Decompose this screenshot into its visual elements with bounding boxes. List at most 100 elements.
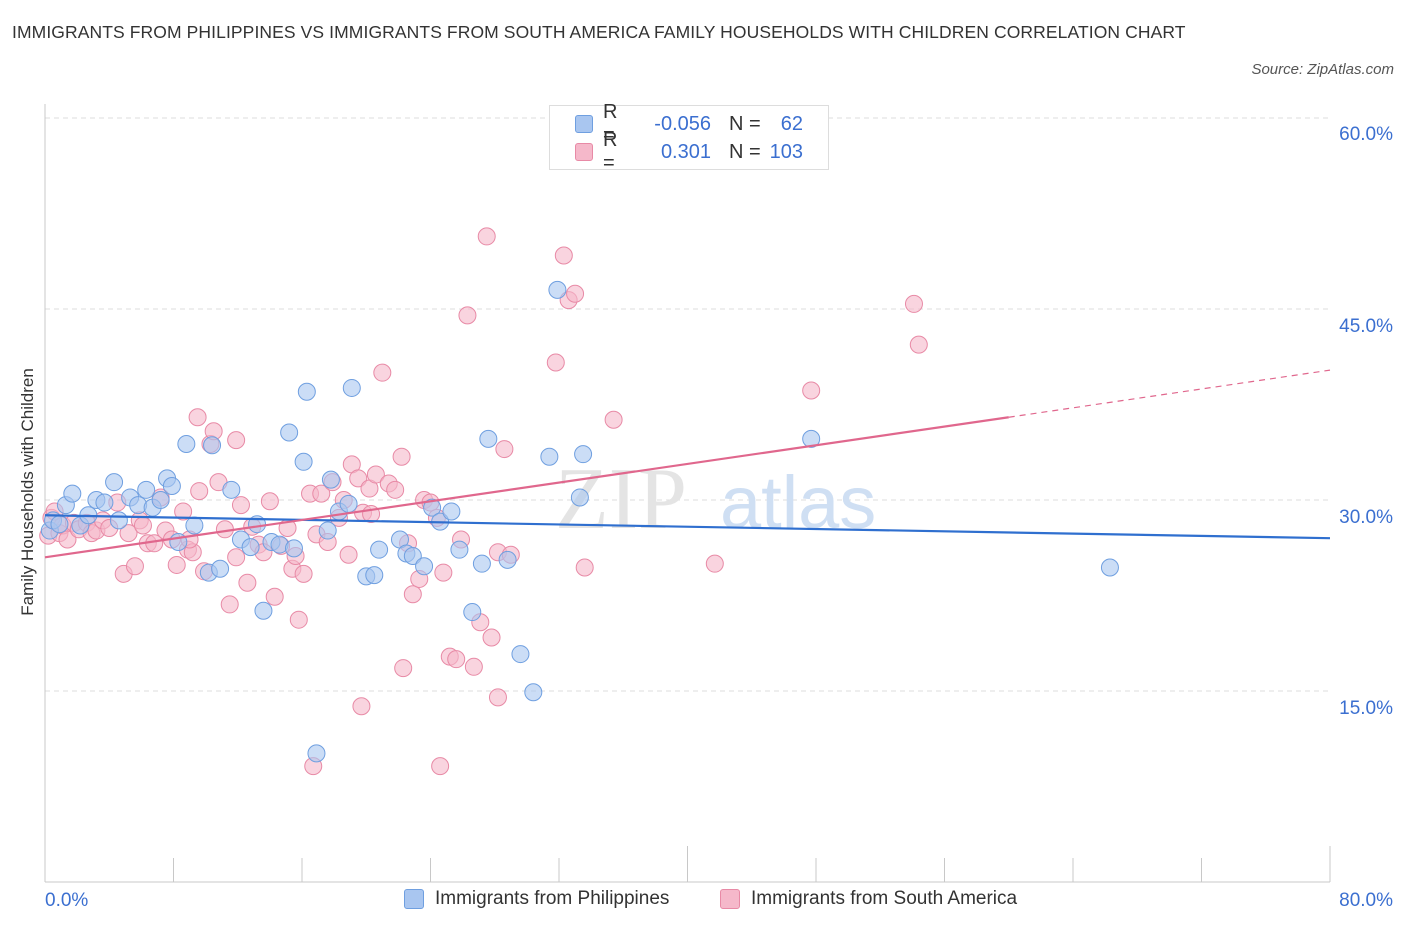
point-philippines — [415, 557, 434, 576]
point-philippines — [548, 280, 567, 299]
point-south-america — [119, 524, 138, 543]
y-tick-30: 30.0% — [1339, 507, 1393, 528]
legend-r-value: 0.301 — [660, 140, 711, 163]
point-philippines — [479, 429, 498, 448]
trend-line-south-america — [44, 416, 1009, 559]
legend-r-label: R = — [603, 101, 618, 146]
point-philippines — [294, 452, 313, 471]
point-south-america — [312, 484, 331, 503]
point-philippines — [511, 645, 530, 664]
source-label: Source: ZipAtlas.com — [1251, 61, 1394, 78]
bottom-legend-swatch-philippines — [404, 889, 424, 909]
point-philippines — [472, 554, 491, 573]
point-south-america — [477, 227, 496, 246]
trend-line-philippines — [44, 514, 1331, 540]
point-south-america — [392, 447, 411, 466]
legend-n-label: N = — [729, 112, 761, 135]
point-philippines — [318, 521, 337, 540]
point-philippines — [442, 502, 461, 521]
point-philippines — [450, 540, 469, 559]
y-tick-60: 60.0% — [1339, 124, 1393, 145]
point-south-america — [464, 657, 483, 676]
point-philippines — [365, 566, 384, 585]
point-philippines — [339, 494, 358, 513]
point-south-america — [434, 563, 453, 582]
point-south-america — [447, 650, 466, 669]
point-philippines — [423, 498, 442, 517]
watermark-atlas: atlas — [720, 461, 876, 544]
legend-n-value: 62 — [780, 112, 803, 135]
point-philippines — [185, 516, 204, 535]
point-south-america — [488, 688, 507, 707]
point-south-america — [289, 610, 308, 629]
point-philippines — [177, 434, 196, 453]
bottom-legend-swatch-south-america — [720, 889, 740, 909]
point-south-america — [133, 516, 152, 535]
point-south-america — [265, 587, 284, 606]
point-philippines — [222, 480, 241, 499]
point-philippines — [342, 378, 361, 397]
point-south-america — [495, 440, 514, 459]
point-south-america — [227, 431, 246, 450]
point-philippines — [50, 515, 69, 534]
point-philippines — [241, 538, 260, 557]
point-south-america — [366, 465, 385, 484]
y-tick-15: 15.0% — [1339, 698, 1393, 719]
point-south-america — [349, 469, 368, 488]
legend-n-value: 103 — [769, 140, 803, 163]
point-south-america — [554, 246, 573, 265]
point-south-america — [604, 410, 623, 429]
legend-row-south-america: R = 0.301 N = 103 — [575, 129, 803, 174]
y-tick-45: 45.0% — [1339, 316, 1393, 337]
point-philippines — [540, 447, 559, 466]
point-philippines — [203, 436, 222, 455]
point-south-america — [190, 482, 209, 501]
point-south-america — [904, 294, 923, 313]
x-tick-max: 80.0% — [1339, 890, 1393, 911]
point-south-america — [174, 502, 193, 521]
point-philippines — [63, 484, 82, 503]
trend-line-south-america-extension — [1008, 369, 1331, 418]
point-south-america — [802, 381, 821, 400]
point-philippines — [370, 540, 389, 559]
point-philippines — [137, 480, 156, 499]
point-south-america — [575, 558, 594, 577]
legend-r-value: -0.056 — [654, 112, 711, 135]
point-philippines — [1100, 558, 1119, 577]
point-philippines — [463, 603, 482, 622]
bottom-legend-label-philippines: Immigrants from Philippines — [435, 888, 670, 909]
point-philippines — [574, 445, 593, 464]
point-philippines — [151, 491, 170, 509]
point-philippines — [95, 493, 114, 512]
point-south-america — [705, 554, 724, 573]
point-south-america — [458, 306, 477, 325]
point-philippines — [524, 683, 543, 702]
point-philippines — [284, 539, 303, 558]
point-philippines — [297, 382, 316, 401]
x-tick-min: 0.0% — [45, 890, 89, 911]
legend-row-philippines: R = -0.056 N = 62 — [575, 101, 803, 146]
trend-lines — [44, 369, 1331, 559]
point-south-america — [167, 555, 186, 574]
point-south-america — [909, 335, 928, 354]
point-south-america — [373, 363, 392, 382]
bottom-legend-south-america: Immigrants from South America — [720, 888, 1017, 910]
point-south-america — [339, 545, 358, 564]
point-philippines — [254, 601, 273, 620]
point-philippines — [109, 511, 128, 530]
point-philippines — [211, 559, 230, 578]
point-south-america — [566, 284, 585, 303]
bottom-legend-label-south-america: Immigrants from South America — [751, 888, 1018, 909]
point-philippines — [498, 550, 517, 569]
legend-swatch-philippines — [575, 115, 593, 133]
correlation-legend: R = -0.056 N = 62 R = 0.301 N = 103 — [549, 101, 829, 174]
legend-n-label: N = — [729, 140, 761, 163]
point-philippines — [280, 423, 299, 442]
point-south-america — [352, 697, 371, 716]
point-philippines — [105, 473, 124, 492]
bottom-legend-philippines: Immigrants from Philippines — [404, 888, 669, 910]
point-south-america — [546, 353, 565, 372]
point-south-america — [238, 573, 257, 592]
point-south-america — [227, 548, 246, 567]
